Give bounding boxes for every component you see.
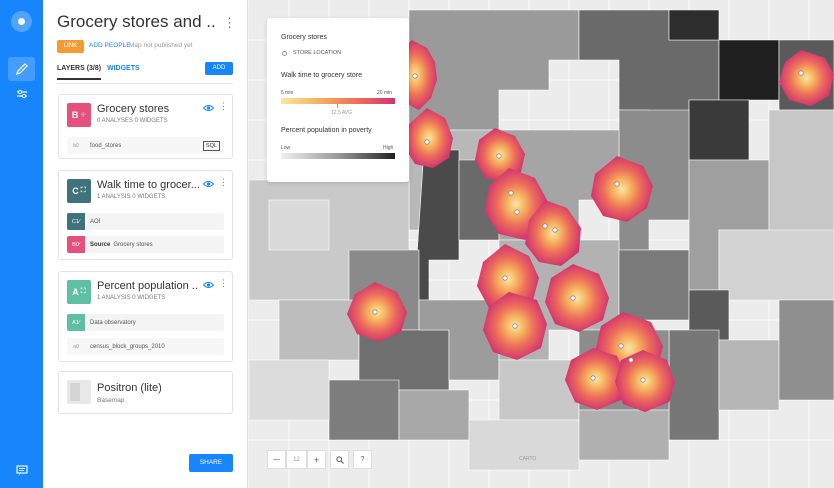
layer-name[interactable]: Percent population ... xyxy=(97,280,199,292)
publish-status: Map not published yet xyxy=(129,42,193,49)
carto-logo-icon[interactable] xyxy=(11,11,32,32)
left-rail xyxy=(0,0,43,488)
map-layer xyxy=(249,0,834,488)
source-name: food_stores xyxy=(90,142,122,149)
layer-badge: C ⛶ xyxy=(67,179,91,203)
layer-options-kebab-icon[interactable]: ⋮ xyxy=(219,278,228,288)
basemap-label: Basemap xyxy=(97,397,125,404)
store-point-icon xyxy=(282,51,287,56)
analysis-label: Data observatory xyxy=(90,319,136,326)
analysis-source-row[interactable]: B0 ⁄ Source Grocery stores xyxy=(67,236,224,253)
pencil-icon xyxy=(15,63,28,75)
legend-grocery-title: Grocery stores xyxy=(281,34,327,41)
analysis-tag: A1 ⁄ xyxy=(67,314,85,331)
chat-icon xyxy=(15,465,28,475)
edit-map-button[interactable] xyxy=(8,57,35,81)
basemap-thumbnail xyxy=(67,380,91,404)
layer-badge: A ⛶ xyxy=(67,280,91,304)
legend-avg-label: 12.5 AVG xyxy=(331,110,353,116)
analysis-label: Source Grocery stores xyxy=(90,241,153,248)
legend-high-label: High xyxy=(383,145,394,151)
add-layer-button[interactable]: ADD xyxy=(205,62,233,75)
poverty-ramp xyxy=(281,153,395,159)
panel-tabs: LAYERS (3/8) WIDGETS xyxy=(57,64,233,84)
share-button[interactable]: SHARE xyxy=(189,454,233,472)
search-button[interactable] xyxy=(330,450,349,469)
source-row[interactable]: a0 census_block_groups_2010 xyxy=(67,338,224,355)
sql-button[interactable]: SQL xyxy=(202,141,220,151)
zoom-level: 12 xyxy=(286,450,307,469)
polygon-icon: ⛶ xyxy=(80,288,86,295)
editor-panel: Grocery stores and ... ⋮ LINK ADD PEOPLE… xyxy=(43,0,248,488)
layer-meta: 1 ANALYSIS 0 WIDGETS xyxy=(97,194,166,200)
walk-time-ramp xyxy=(281,98,395,104)
layer-meta: 0 ANALYSES 0 WIDGETS xyxy=(97,118,168,124)
layer-name[interactable]: Walk time to grocer... xyxy=(97,179,199,191)
map-options-button[interactable] xyxy=(8,82,35,106)
layer-card-grocery-stores[interactable]: B ⁘ Grocery stores 0 ANALYSES 0 WIDGETS ⋮… xyxy=(58,94,233,159)
zoom-out-button[interactable]: — xyxy=(267,450,286,469)
layer-meta: 1 ANALYSIS 0 WIDGETS xyxy=(97,295,166,301)
legend-store-label: STORE LOCATION xyxy=(293,50,342,56)
visibility-eye-icon[interactable] xyxy=(203,281,214,289)
analysis-label: AOI xyxy=(90,218,101,225)
analysis-tag: B0 ⁄ xyxy=(67,236,85,253)
polygon-icon: ⛶ xyxy=(80,187,86,194)
analysis-row[interactable]: C1 ⁄ AOI xyxy=(67,213,224,230)
legend-max-label: 20 min xyxy=(377,90,393,96)
analysis-tag: C1 ⁄ xyxy=(67,213,85,230)
map-options-kebab-icon[interactable]: ⋮ xyxy=(223,15,236,30)
map-credits: CARTO xyxy=(519,456,537,462)
layer-options-kebab-icon[interactable]: ⋮ xyxy=(219,101,228,111)
layer-card-poverty[interactable]: A ⛶ Percent population ... 1 ANALYSIS 0 W… xyxy=(58,271,233,362)
layer-card-walk-time[interactable]: C ⛶ Walk time to grocer... 1 ANALYSIS 0 W… xyxy=(58,170,233,260)
add-people-link[interactable]: ADD PEOPLE xyxy=(89,42,131,49)
legend-low-label: Low xyxy=(281,145,291,151)
source-row[interactable]: b0 food_stores SQL xyxy=(67,137,224,154)
tab-layers[interactable]: LAYERS (3/8) xyxy=(57,65,102,80)
visibility-eye-icon[interactable] xyxy=(203,104,214,112)
source-tag: b0 xyxy=(72,142,80,149)
legend-walk-title: Walk time to grocery store xyxy=(281,72,363,79)
zoom-controls: — 12 + ? xyxy=(267,450,372,469)
link-button[interactable]: LINK xyxy=(57,40,84,53)
analysis-row[interactable]: A1 ⁄ Data observatory xyxy=(67,314,224,331)
layer-name[interactable]: Grocery stores xyxy=(97,103,170,115)
sliders-icon xyxy=(16,89,27,99)
source-name: census_block_groups_2010 xyxy=(90,343,165,350)
layer-badge: B ⁘ xyxy=(67,103,91,127)
avg-tick xyxy=(337,103,338,108)
map-legend: Grocery stores STORE LOCATION Walk time … xyxy=(267,18,409,182)
tab-widgets[interactable]: WIDGETS xyxy=(107,65,140,72)
points-icon: ⁘ xyxy=(80,112,87,119)
legend-min-label: 5 min xyxy=(281,90,294,96)
legend-poverty-title: Percent population in poverty xyxy=(281,127,372,134)
visibility-eye-icon[interactable] xyxy=(203,180,214,188)
basemap-card[interactable]: Positron (lite) Basemap xyxy=(58,371,233,414)
map-title[interactable]: Grocery stores and ... xyxy=(57,12,217,31)
source-tag: a0 xyxy=(72,343,80,350)
feedback-button[interactable] xyxy=(8,458,35,482)
basemap-name: Positron (lite) xyxy=(97,382,162,394)
zoom-in-button[interactable]: + xyxy=(307,450,326,469)
search-icon xyxy=(335,455,344,464)
layer-options-kebab-icon[interactable]: ⋮ xyxy=(219,177,228,187)
help-button[interactable]: ? xyxy=(353,450,372,469)
